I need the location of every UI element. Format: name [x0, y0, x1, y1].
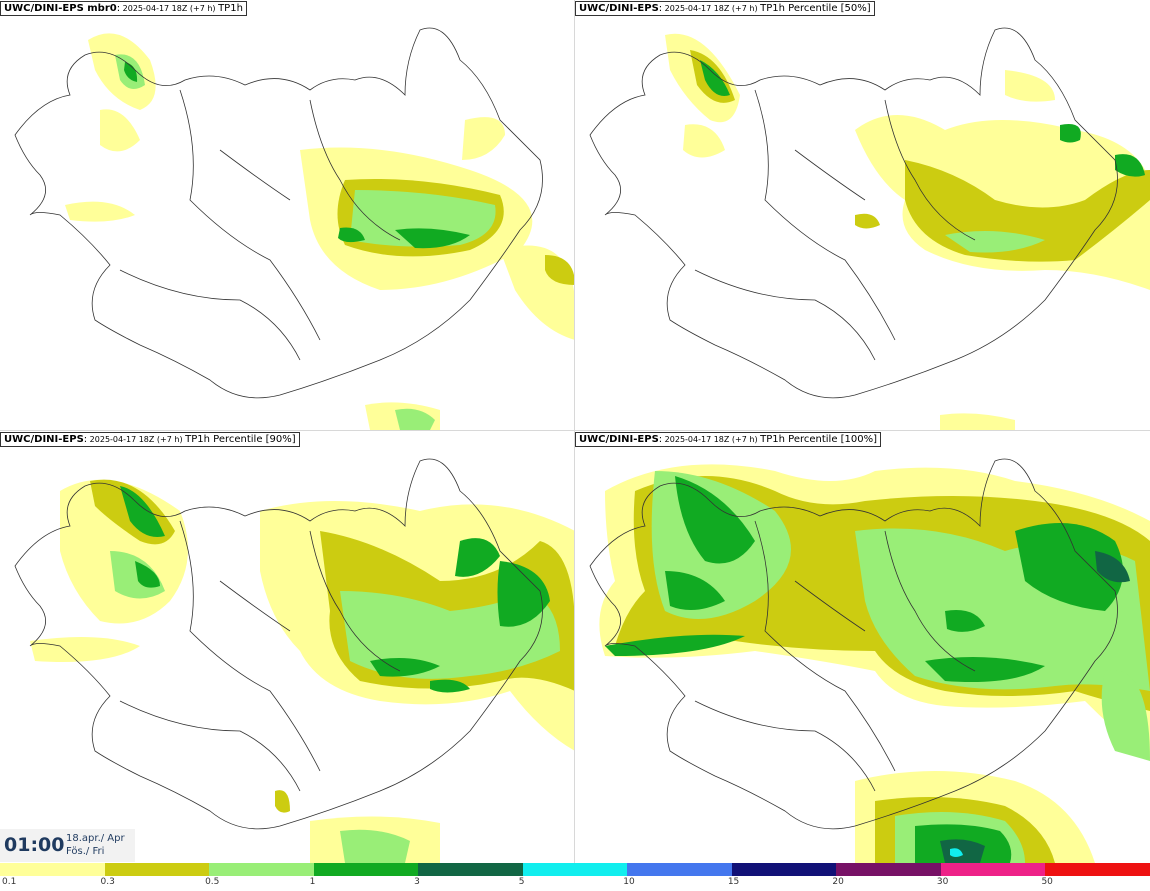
panel-field: TP1h Percentile [50%] — [760, 3, 871, 14]
valid-date-line1: 18.apr./ Apr — [66, 833, 125, 844]
legend-swatch — [522, 863, 628, 876]
panel-source: UWC/DINI-EPS — [579, 434, 659, 445]
panel-run: 2025-04-17 18Z (+7 h) — [120, 4, 219, 13]
legend-swatch — [0, 863, 105, 876]
precip-map — [589, 458, 1150, 863]
legend-swatch — [1045, 863, 1150, 876]
legend-swatch — [627, 863, 733, 876]
map-panel-p100: UWC/DINI-EPS: 2025-04-17 18Z (+7 h) TP1h… — [575, 431, 1150, 863]
panel-separator: : — [658, 434, 663, 445]
legend-label: 0.5 — [205, 877, 220, 887]
valid-time: 01:00 — [4, 834, 65, 856]
panel-run: 2025-04-17 18Z (+7 h) — [662, 435, 761, 444]
map-panel-p90: UWC/DINI-EPS: 2025-04-17 18Z (+7 h) TP1h… — [0, 431, 575, 863]
legend-label: 5 — [518, 877, 525, 887]
map-panel-member0: UWC/DINI-EPS mbr0: 2025-04-17 18Z (+7 h)… — [0, 0, 575, 430]
panel-title: UWC/DINI-EPS: 2025-04-17 18Z (+7 h) TP1h… — [575, 432, 882, 447]
legend-swatch — [940, 863, 1046, 876]
panel-separator: : — [116, 3, 121, 14]
panel-field: TP1h — [218, 3, 243, 14]
panel-title: UWC/DINI-EPS: 2025-04-17 18Z (+7 h) TP1h… — [575, 1, 875, 16]
color-legend: 0.1 0.3 0.5 1 3 5 10 15 20 30 50 — [0, 863, 1150, 891]
legend-label: 10 — [623, 877, 635, 887]
valid-date: 18.apr./ Apr Fös./ Fri — [66, 832, 125, 858]
legend-label: 0.1 — [2, 877, 17, 887]
legend-label: 1 — [309, 877, 316, 887]
panel-divider-horizontal — [0, 430, 1150, 431]
legend-swatch — [418, 863, 524, 876]
legend-swatch — [313, 863, 419, 876]
panel-title: UWC/DINI-EPS: 2025-04-17 18Z (+7 h) TP1h… — [0, 432, 300, 447]
panel-run: 2025-04-17 18Z (+7 h) — [87, 435, 186, 444]
precip-map — [14, 458, 575, 863]
legend-label: 20 — [832, 877, 844, 887]
legend-label: 3 — [414, 877, 420, 887]
map-panel-p50: UWC/DINI-EPS: 2025-04-17 18Z (+7 h) TP1h… — [575, 0, 1150, 430]
panel-source: UWC/DINI-EPS — [4, 434, 84, 445]
legend-label: 50 — [1041, 877, 1053, 887]
precip-map — [14, 27, 575, 430]
legend-swatch — [209, 863, 315, 876]
panel-separator: : — [658, 3, 663, 14]
legend-label: 30 — [936, 877, 949, 887]
panel-divider-vertical — [574, 0, 575, 863]
legend-swatch — [836, 863, 942, 876]
panel-field: TP1h Percentile [90%] — [185, 434, 296, 445]
valid-time-box: 01:00 18.apr./ Apr Fös./ Fri — [0, 829, 135, 862]
panel-field: TP1h Percentile [100%] — [760, 434, 878, 445]
panel-source: UWC/DINI-EPS mbr0 — [4, 3, 117, 14]
panel-separator: : — [83, 434, 88, 445]
precip-map — [589, 27, 1150, 430]
panel-run: 2025-04-17 18Z (+7 h) — [662, 4, 761, 13]
legend-label: 0.3 — [100, 877, 115, 887]
panel-source: UWC/DINI-EPS — [579, 3, 659, 14]
panel-title: UWC/DINI-EPS mbr0: 2025-04-17 18Z (+7 h)… — [0, 1, 247, 16]
legend-label: 15 — [727, 877, 740, 887]
legend-swatch — [104, 863, 210, 876]
valid-date-line2: Fös./ Fri — [66, 846, 105, 857]
legend-swatch — [731, 863, 837, 876]
